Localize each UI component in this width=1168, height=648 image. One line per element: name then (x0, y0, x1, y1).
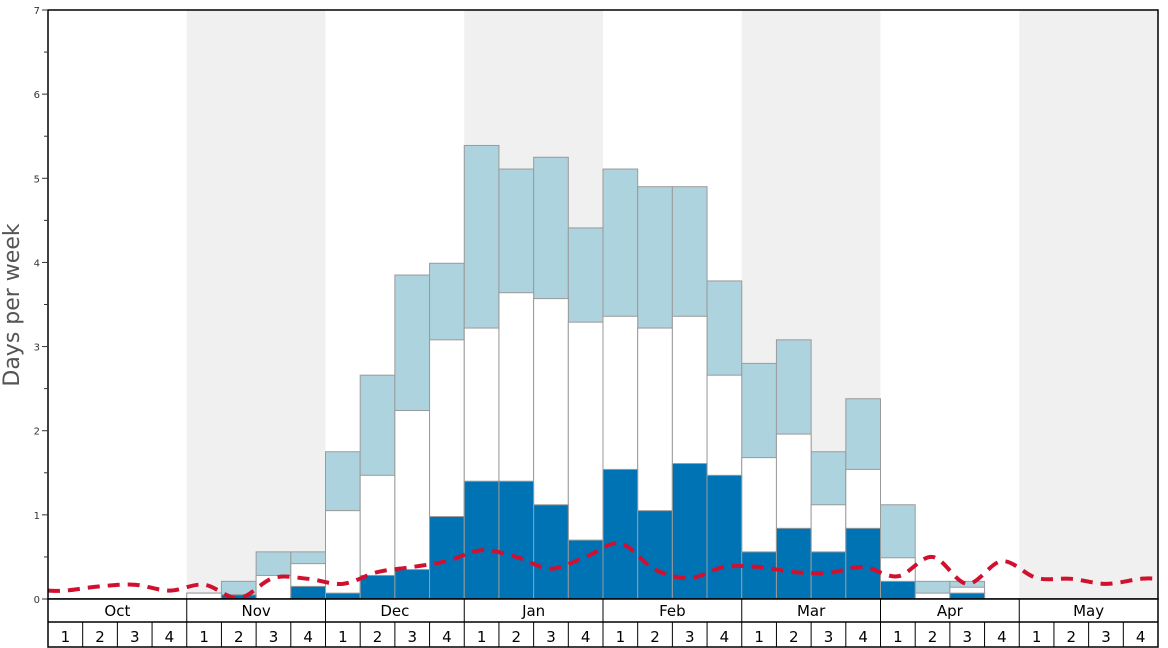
week-label-oct-4: 4 (165, 628, 175, 646)
week-label-may-2: 2 (1067, 628, 1077, 646)
week-label-dec-4: 4 (442, 628, 452, 646)
bar-layer1-week-17 (602, 468, 639, 600)
week-label-feb-3: 3 (685, 628, 695, 646)
bars-layer (186, 144, 986, 600)
bar-layer1-week-27 (949, 592, 986, 600)
y-axis-title: Days per week (0, 223, 25, 386)
bar-layer1-week-25 (880, 580, 916, 600)
month-shade-may (1019, 10, 1158, 599)
y-tick-label-0: 0 (34, 595, 40, 606)
bar-layer1-week-11 (394, 569, 431, 600)
week-label-jan-3: 3 (546, 628, 556, 646)
y-tick-label-7: 7 (34, 6, 40, 17)
bar-layer1-week-14 (498, 480, 535, 600)
x-axis: Oct 1 2 3 4 Nov 1 2 3 4 Dec 1 2 3 4 Jan 1 2 3 4 Feb 1 2 3 4 Mar 1 2… (47, 598, 1159, 648)
week-label-mar-1: 1 (754, 628, 764, 646)
bar-layer1-week-20 (706, 474, 743, 600)
y-tick-label-6: 6 (34, 90, 40, 101)
week-label-feb-1: 1 (616, 628, 626, 646)
week-label-oct-3: 3 (130, 628, 140, 646)
month-shade-nov (186, 10, 326, 599)
bar-layer1-week-21 (741, 551, 777, 600)
week-label-dec-3: 3 (407, 628, 417, 646)
month-label-apr: Apr (937, 602, 964, 620)
week-label-nov-2: 2 (234, 628, 244, 646)
month-label-feb: Feb (659, 602, 686, 620)
week-label-apr-2: 2 (928, 628, 938, 646)
bar-layer1-week-22 (775, 527, 812, 600)
week-label-dec-1: 1 (338, 628, 348, 646)
week-label-nov-4: 4 (303, 628, 313, 646)
y-tick-label-2: 2 (34, 427, 40, 438)
week-label-mar-4: 4 (858, 628, 868, 646)
week-label-feb-2: 2 (650, 628, 660, 646)
y-tick-label-4: 4 (34, 258, 40, 269)
week-label-apr-1: 1 (893, 628, 903, 646)
y-tick-label-1: 1 (34, 511, 40, 522)
week-label-mar-3: 3 (824, 628, 834, 646)
week-label-oct-1: 1 (61, 628, 71, 646)
y-axis: 0 1 2 3 4 5 6 7 (34, 6, 48, 606)
week-label-may-4: 4 (1136, 628, 1146, 646)
bar-layer1-week-10 (359, 574, 396, 600)
week-label-apr-4: 4 (997, 628, 1007, 646)
month-label-may: May (1073, 602, 1104, 620)
week-label-nov-1: 1 (199, 628, 209, 646)
bar-layer2-week-5 (186, 592, 222, 600)
month-label-dec: Dec (380, 602, 409, 620)
month-label-mar: Mar (797, 602, 826, 620)
bar-layer1-week-16 (567, 539, 604, 600)
month-label-jan: Jan (521, 602, 545, 620)
week-label-apr-3: 3 (962, 628, 972, 646)
week-label-feb-4: 4 (720, 628, 730, 646)
bar-layer1-week-23 (810, 551, 847, 600)
bar-layer2-week-26 (914, 592, 951, 600)
y-tick-label-5: 5 (34, 174, 40, 185)
y-tick-label-3: 3 (34, 343, 40, 354)
bar-layer1-week-13 (463, 480, 500, 600)
bar-layer1-week-9 (325, 592, 361, 600)
month-label-oct: Oct (104, 602, 130, 620)
week-label-nov-3: 3 (269, 628, 279, 646)
week-label-jan-1: 1 (477, 628, 487, 646)
month-label-nov: Nov (241, 602, 270, 620)
week-label-oct-2: 2 (95, 628, 105, 646)
week-label-may-3: 3 (1101, 628, 1111, 646)
week-label-dec-2: 2 (373, 628, 383, 646)
week-label-mar-2: 2 (789, 628, 799, 646)
bar-layer1-week-18 (637, 510, 673, 600)
week-label-jan-4: 4 (581, 628, 591, 646)
week-label-jan-2: 2 (512, 628, 522, 646)
bar-layer1-week-24 (845, 527, 881, 600)
bar-layer1-week-15 (533, 504, 569, 600)
bar-layer1-week-8 (290, 585, 326, 600)
week-label-may-1: 1 (1032, 628, 1042, 646)
